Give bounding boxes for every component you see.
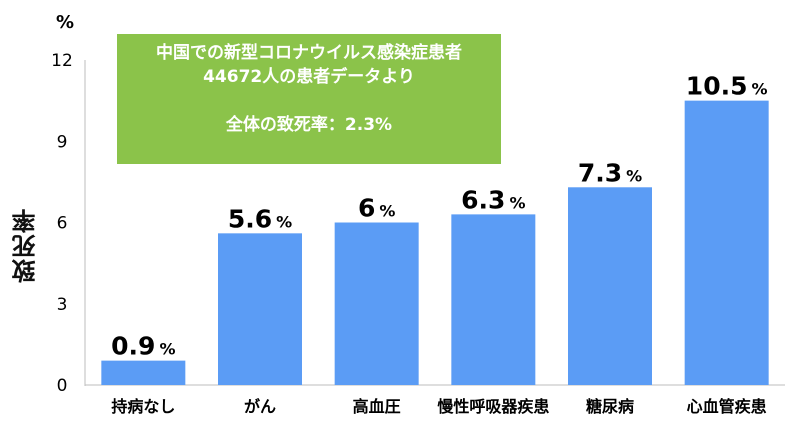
bar-value-label: 6% bbox=[358, 194, 395, 223]
y-tick-label: 6 bbox=[57, 214, 68, 234]
x-tick-label: 慢性呼吸器疾患 bbox=[437, 397, 549, 416]
bar-value-label: 10.5% bbox=[686, 72, 768, 101]
bar-value-label: 5.6% bbox=[228, 204, 292, 233]
info-box: 中国での新型コロナウイルス感染症患者 44672人の患者データより 全体の致死率… bbox=[117, 34, 501, 164]
x-tick-label: がん bbox=[244, 397, 276, 416]
bar bbox=[101, 360, 186, 385]
x-tick-label: 高血圧 bbox=[353, 397, 401, 416]
info-line-3: 全体の致死率：2.3% bbox=[225, 115, 393, 135]
x-tick-label: 持病なし bbox=[111, 397, 175, 416]
bar-value-label: 0.9% bbox=[111, 332, 175, 361]
y-axis-title: 致死率 bbox=[12, 208, 40, 283]
bar bbox=[218, 233, 302, 385]
bar bbox=[334, 222, 419, 385]
x-tick-label: 心血管疾患 bbox=[687, 397, 767, 416]
y-tick-label: 0 bbox=[57, 376, 68, 396]
y-tick-label: 12 bbox=[51, 51, 73, 71]
x-tick-label: 糖尿病 bbox=[586, 397, 634, 416]
y-tick-label: 3 bbox=[57, 295, 68, 315]
bar bbox=[684, 100, 769, 385]
bar-value-label: 6.3% bbox=[461, 185, 525, 214]
y-unit-label: % bbox=[56, 12, 74, 33]
bar bbox=[568, 187, 652, 385]
bar-value-label: 7.3% bbox=[578, 158, 642, 187]
bar bbox=[451, 214, 536, 385]
info-line-2: 44672人の患者データより bbox=[203, 67, 415, 87]
info-line-1: 中国での新型コロナウイルス感染症患者 bbox=[156, 43, 462, 63]
y-tick-label: 9 bbox=[57, 132, 68, 152]
